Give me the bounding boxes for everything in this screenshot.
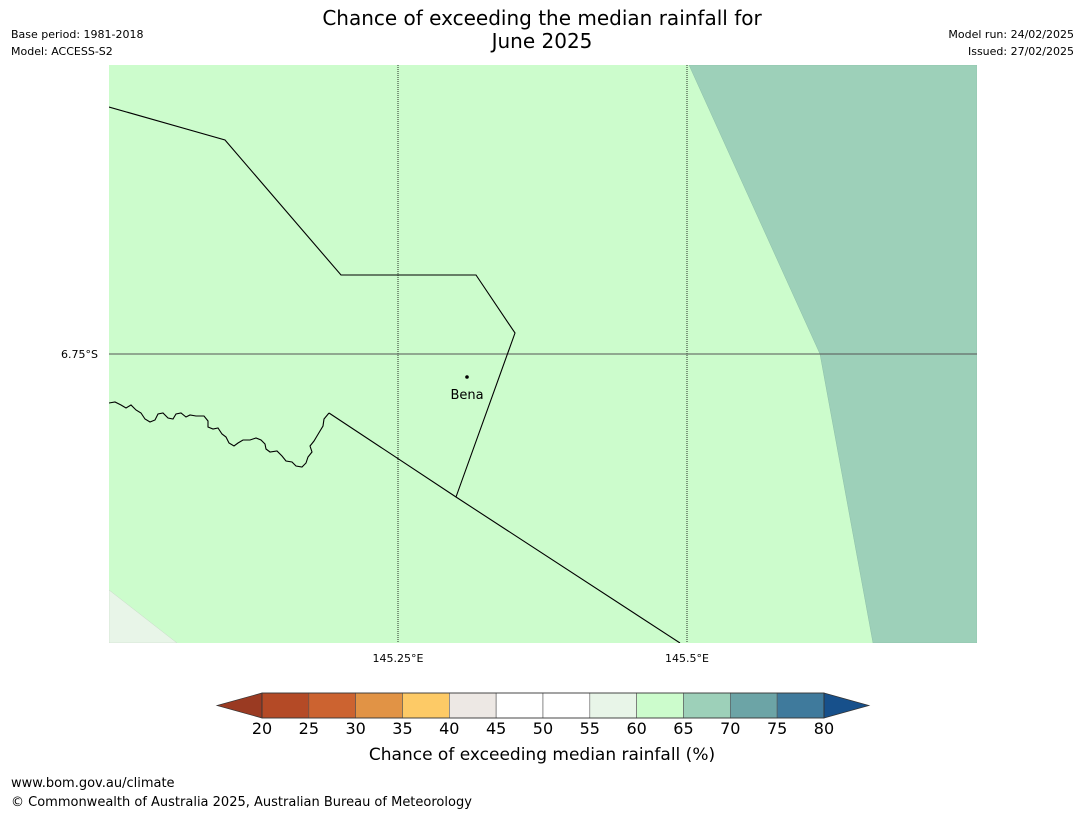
map-title-line-1: Chance of exceeding the median rainfall … <box>322 6 762 30</box>
river-boundary-line <box>109 401 330 468</box>
footer-copyright: © Commonwealth of Australia 2025, Austra… <box>11 795 472 810</box>
issued-date-text: Issued: 27/02/2025 <box>967 45 1074 58</box>
longitude-tick-label-2: 145.5°E <box>665 652 709 665</box>
colorbar-segment <box>729 692 778 719</box>
town-marker-dot <box>465 375 469 379</box>
colorbar-segment <box>542 692 591 719</box>
colorbar-segment <box>261 692 310 719</box>
colorbar-tick-label: 50 <box>532 719 554 738</box>
colorbar-segment <box>776 692 825 719</box>
province-boundary-line-south <box>328 412 681 643</box>
colorbar-extend-low <box>215 692 263 719</box>
colorbar-segment <box>683 692 731 719</box>
run-info: Model run: 24/02/2025 Issued: 27/02/2025 <box>948 26 1074 60</box>
colorbar-outline <box>261 692 825 719</box>
model-info: Base period: 1981-2018 Model: ACCESS-S2 <box>11 26 143 60</box>
colorbar-tick-label: 25 <box>298 719 319 738</box>
colorbar-tick-label: 60 <box>626 719 647 738</box>
colorbar-tick-label: 75 <box>766 719 788 738</box>
colorbar-title: Chance of exceeding median rainfall (%) <box>368 745 716 765</box>
colorbar-segment <box>355 692 403 719</box>
probability-fill-55-60 <box>109 589 178 643</box>
latitude-tick-label: 6.75°S <box>61 348 98 361</box>
colorbar-tick-label: 70 <box>720 719 741 738</box>
colorbar-tick-label: 80 <box>813 719 835 738</box>
base-period-text: Base period: 1981-2018 <box>11 28 144 41</box>
map-area <box>109 65 977 643</box>
colorbar-tick-label: 45 <box>485 719 507 738</box>
colorbar-tick-label: 30 <box>345 719 366 738</box>
colorbar-segment <box>589 692 637 719</box>
model-name-text: Model: ACCESS-S2 <box>11 45 113 58</box>
longitude-tick-label-1: 145.25°E <box>372 652 424 665</box>
colorbar-tick-label: 65 <box>673 719 694 738</box>
colorbar-segment <box>495 692 544 719</box>
footer-url: www.bom.gov.au/climate <box>11 776 175 791</box>
colorbar-segment <box>449 692 497 719</box>
colorbar-segment <box>636 692 684 719</box>
map-title: Chance of exceeding the median rainfall … <box>242 7 842 53</box>
colorbar-tick-label: 55 <box>579 719 600 738</box>
model-run-text: Model run: 24/02/2025 <box>948 28 1074 41</box>
map-title-line-2: June 2025 <box>491 29 593 53</box>
colorbar-extend-high <box>823 692 871 719</box>
colorbar-tick-label: 20 <box>251 719 273 738</box>
colorbar-tick-label: 35 <box>392 719 413 738</box>
town-label: Bena <box>450 388 484 403</box>
province-boundary-line <box>109 106 516 498</box>
colorbar-tick-label: 40 <box>439 719 460 738</box>
colorbar-segment <box>308 692 356 719</box>
colorbar-segment <box>402 692 450 719</box>
